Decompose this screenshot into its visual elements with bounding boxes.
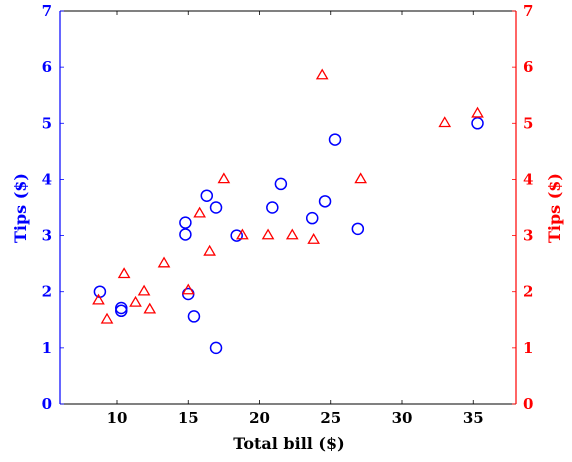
circle-point [351,222,365,236]
circle-point [266,201,279,214]
x-tick-label: 25 [320,409,341,427]
circle-point [318,195,332,208]
circle-point [274,177,288,191]
circle-point [209,341,223,355]
triangle-point [117,267,131,279]
circle-point [328,133,342,146]
circle-point [115,304,128,318]
circle-point [179,216,192,229]
circle-point [305,211,319,225]
data-marks [92,68,484,355]
right-y-tick-label: 3 [523,227,533,245]
circle-point [179,228,192,241]
circle-point [93,285,107,298]
triangle-point [354,172,368,184]
left-y-tick-label: 4 [42,170,52,188]
left-y-axis-title: Tips ($) [11,173,30,243]
left-y-tick-label: 6 [42,58,52,76]
circle-point [209,201,223,214]
x-axis-ticks: 10 15 20 25 30 35 [107,11,484,427]
triangle-point [100,312,114,324]
plot-frame [59,10,517,405]
triangle-point [137,284,151,296]
triangle-point [315,68,329,80]
circle-point [471,117,484,130]
left-y-axis-ticks: 0 1 2 3 4 5 6 7 [42,2,64,413]
triangle-point [236,228,249,240]
x-tick-label: 15 [178,409,199,427]
circle-point [200,189,214,202]
triangle-point [471,106,484,118]
right-y-tick-label: 5 [523,114,533,132]
x-tick-label: 35 [463,409,484,427]
left-y-tick-label: 0 [42,395,52,413]
x-tick-label: 10 [107,409,128,427]
triangle-point [181,283,195,295]
left-y-tick-label: 3 [42,227,52,245]
triangle-point [92,293,105,305]
circle-point [230,229,243,242]
right-y-tick-label: 2 [523,283,533,301]
right-y-tick-label: 1 [523,339,533,357]
right-y-axis-ticks: 0 1 2 3 4 5 6 7 [512,2,533,413]
triangle-point [438,116,452,128]
right-y-tick-label: 6 [523,58,533,76]
triangle-point [157,256,171,268]
right-y-tick-label: 4 [523,170,533,188]
right-y-axis-title: Tips ($) [545,173,564,243]
right-y-tick-label: 7 [523,2,533,20]
triangle-point [261,228,275,240]
x-tick-label: 20 [249,409,270,427]
triangle-point [203,244,216,256]
triangle-point [193,206,206,218]
triangle-point [307,232,320,244]
left-y-tick-label: 1 [42,339,52,357]
x-tick-label: 30 [392,409,413,427]
left-y-tick-label: 7 [42,2,52,20]
left-y-tick-label: 2 [42,283,52,301]
triangle-point [217,172,231,184]
circle-point [187,310,201,323]
triangle-point [143,302,157,314]
x-axis-title: Total bill ($) [233,434,344,453]
triangle-point [285,228,299,240]
triangle-point [129,295,142,307]
right-y-tick-label: 0 [523,395,533,413]
left-y-tick-label: 5 [42,114,52,132]
